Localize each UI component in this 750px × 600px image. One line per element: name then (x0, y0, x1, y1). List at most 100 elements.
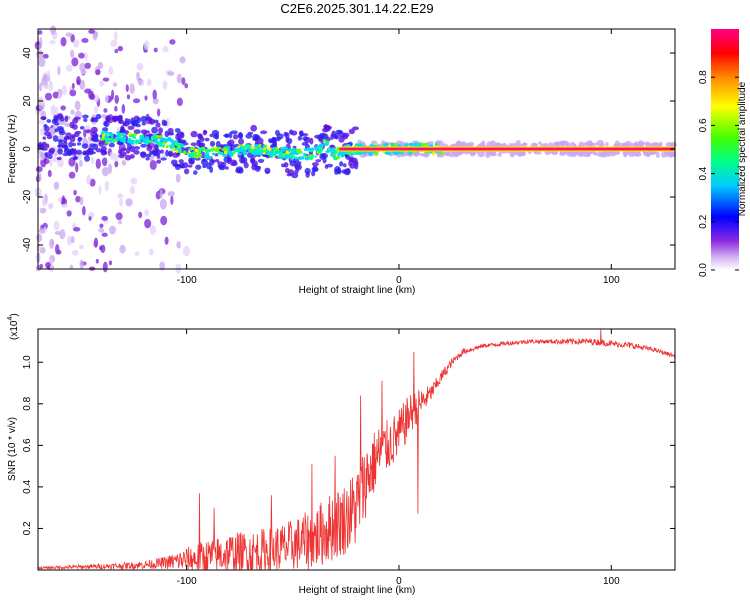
spectrogram-core-blob (307, 154, 312, 158)
spectrogram-band-blob (339, 161, 344, 167)
scale-note-exponent: 4 (7, 317, 14, 321)
spectrogram-band-blob (301, 142, 309, 146)
spectrogram-noise-blob (137, 79, 145, 87)
spectrogram-noise-blob (102, 77, 110, 82)
spectrogram-band-blob (151, 126, 158, 134)
spectrogram-noise-blob (61, 85, 67, 95)
spectrogram-noise-blob (72, 249, 79, 256)
spectrogram-band-blob (197, 133, 203, 139)
spectrogram-band-blob (658, 141, 663, 147)
spectrogram-band-blob (148, 118, 153, 124)
spectrogram-noise-blob (183, 245, 191, 257)
spectrogram-noise-blob (89, 93, 96, 100)
spectrogram-noise-blob (38, 57, 46, 68)
spectrogram-core-blob (393, 151, 399, 156)
spectrogram-noise-blob (108, 66, 114, 75)
spectrogram-noise-blob (116, 127, 121, 132)
spectrogram-noise-blob (79, 159, 83, 168)
spectrogram-band-blob (240, 156, 248, 164)
spectrogram-band-blob (90, 137, 96, 142)
spectrogram-core-blob (310, 153, 314, 158)
colorbar-ticks: 0.0 0.2 0.4 0.6 0.8 (698, 70, 739, 277)
spectrogram-noise-blob (149, 248, 154, 256)
spectrogram-band-blob (250, 124, 258, 132)
spectrogram-noise-blob (60, 37, 67, 47)
spectrogram-noise-blob (144, 95, 148, 101)
spectrogram-core-blob (222, 153, 226, 157)
spectrogram-core-blob (318, 145, 324, 148)
spectrogram-core-blob (230, 152, 234, 156)
spectrogram-noise-blob (89, 178, 96, 187)
spectrogram-noise-blob (125, 84, 129, 93)
spectrogram-noise-blob (117, 45, 124, 52)
spectrogram-core-blob (116, 138, 120, 141)
snr-frame (37, 328, 676, 571)
spectrogram-noise-blob (36, 243, 42, 252)
spectrogram-band-blob (215, 140, 221, 148)
spectrogram-band-blob (477, 152, 485, 158)
spectrogram-band-blob (319, 153, 326, 160)
spectrogram-core-blob (134, 141, 139, 144)
spectrogram-noise-blob (175, 173, 181, 183)
spectrogram-noise-blob (114, 105, 118, 112)
spectrogram-noise-blob (111, 89, 115, 100)
spectrogram-core-blob (304, 156, 309, 161)
spectrogram-noise-blob (69, 89, 77, 97)
spectrogram-band-blob (47, 154, 53, 160)
spectrogram-core-blob (254, 143, 259, 148)
spectrogram-band-blob (324, 124, 331, 132)
svg-text:(x104): (x104) (7, 313, 20, 340)
spectrogram-band-blob (585, 141, 591, 146)
spectrogram-core-blob (179, 142, 183, 147)
spectrogram-core-blob (251, 151, 255, 155)
spectrogram-noise-blob (114, 31, 118, 42)
spectrogram-core-blob (390, 142, 394, 147)
spectrogram-band-blob (324, 164, 329, 169)
spectrogram-band-blob (105, 115, 112, 122)
spectrogram-band-blob (42, 136, 47, 140)
spectrogram-noise-blob (70, 109, 75, 115)
spectrogram-band-blob (578, 141, 585, 147)
spectrogram-noise-blob (61, 203, 69, 208)
spectrogram-core-blob (257, 147, 261, 150)
spectrogram-noise-blob (93, 237, 99, 248)
spectrogram-noise-blob (101, 166, 109, 177)
spectrogram-band-blob (217, 161, 225, 165)
spectrogram-noise-blob (119, 244, 126, 254)
spectrogram-noise-blob (39, 263, 44, 269)
spectrogram-noise-blob (68, 171, 76, 179)
spectrogram-noise-blob (49, 39, 56, 45)
spectrogram-noise-blob (156, 108, 161, 117)
snr-plot-area (38, 329, 675, 570)
spectrogram-core-blob (175, 149, 178, 153)
spectrogram-core-blob (296, 149, 301, 154)
spectrogram-band-blob (41, 116, 47, 121)
spectrogram-noise-blob (82, 205, 86, 216)
spectrogram-band-blob (74, 130, 82, 135)
spectrogram-core-blob (254, 147, 258, 152)
spectrogram-noise-blob (78, 52, 85, 59)
spectrogram-band-blob (257, 137, 264, 145)
spectrogram-noise-blob (42, 53, 49, 59)
spectrogram-core-blob (272, 154, 277, 157)
spectrogram-band-blob (85, 129, 92, 134)
spectrogram-core-blob (279, 147, 283, 150)
spectrogram-noise-blob (129, 185, 136, 195)
spectrogram-band-blob (183, 168, 190, 175)
spectrogram-noise-blob (64, 122, 70, 127)
spectrogram-core-blob (336, 147, 340, 152)
spectrogram-band-blob (509, 151, 515, 158)
spectrogram-core-blob (222, 147, 226, 152)
colorbar-tick-label: 0.4 (698, 166, 709, 180)
spectrogram-noise-blob (55, 244, 60, 255)
spectrogram-core-blob (104, 138, 110, 141)
spectrogram-noise-blob (108, 260, 113, 266)
spectrogram-band-blob (130, 154, 135, 159)
spectrogram-noise-blob (75, 195, 81, 203)
spectrogram-noise-blob (50, 263, 54, 273)
spectrogram-band-blob (352, 160, 359, 166)
spectrogram-core-blob (194, 148, 199, 153)
spectrogram-noise-blob (95, 258, 99, 264)
spectrogram-core-blob (177, 145, 181, 149)
spectrogram-noise-blob (73, 39, 80, 48)
